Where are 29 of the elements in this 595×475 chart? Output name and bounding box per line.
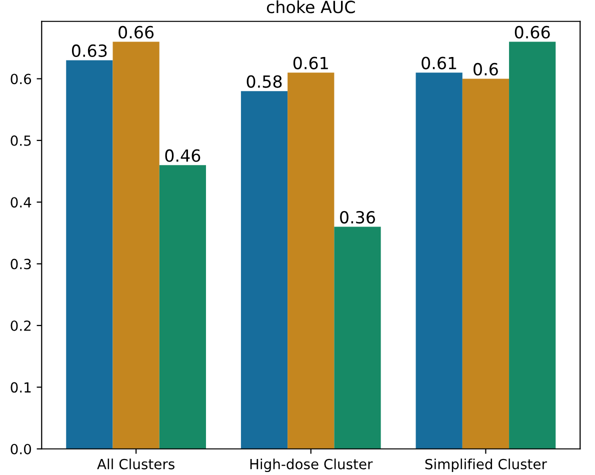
text: 0.66	[118, 26, 154, 39]
text: 0.6	[474, 62, 498, 76]
y-tick-label: 0.3	[10, 258, 31, 270]
text: 0.61	[422, 56, 456, 70]
text: 0.58	[246, 75, 282, 88]
x-tick-label: All Clusters	[97, 458, 174, 470]
bar	[288, 72, 334, 449]
bar	[462, 78, 510, 449]
y-tick-label: 0.6	[10, 74, 32, 84]
bar	[509, 42, 556, 449]
x-tick-label: High-dose Cluster	[250, 458, 373, 472]
text: 0.66	[514, 26, 550, 39]
text: 0.61	[293, 56, 328, 70]
bar	[240, 91, 288, 449]
bar	[112, 42, 160, 449]
y-tick-label: 0.4	[10, 197, 32, 208]
y-tick-label: 0.2	[10, 320, 31, 331]
y-tick-label: 0.1	[10, 382, 31, 393]
bar	[66, 60, 113, 449]
text: 0.46	[165, 149, 200, 162]
text: 0.36	[340, 210, 376, 224]
bar	[334, 226, 381, 449]
chart-title: choke AUC	[266, 0, 355, 14]
bar	[416, 72, 462, 449]
x-tick-label: Simplified Cluster	[425, 458, 547, 472]
bar	[159, 165, 206, 449]
text: 0.63	[72, 44, 107, 58]
y-tick-label: 0.5	[10, 135, 31, 146]
y-tick-label: 0.0	[10, 444, 32, 454]
